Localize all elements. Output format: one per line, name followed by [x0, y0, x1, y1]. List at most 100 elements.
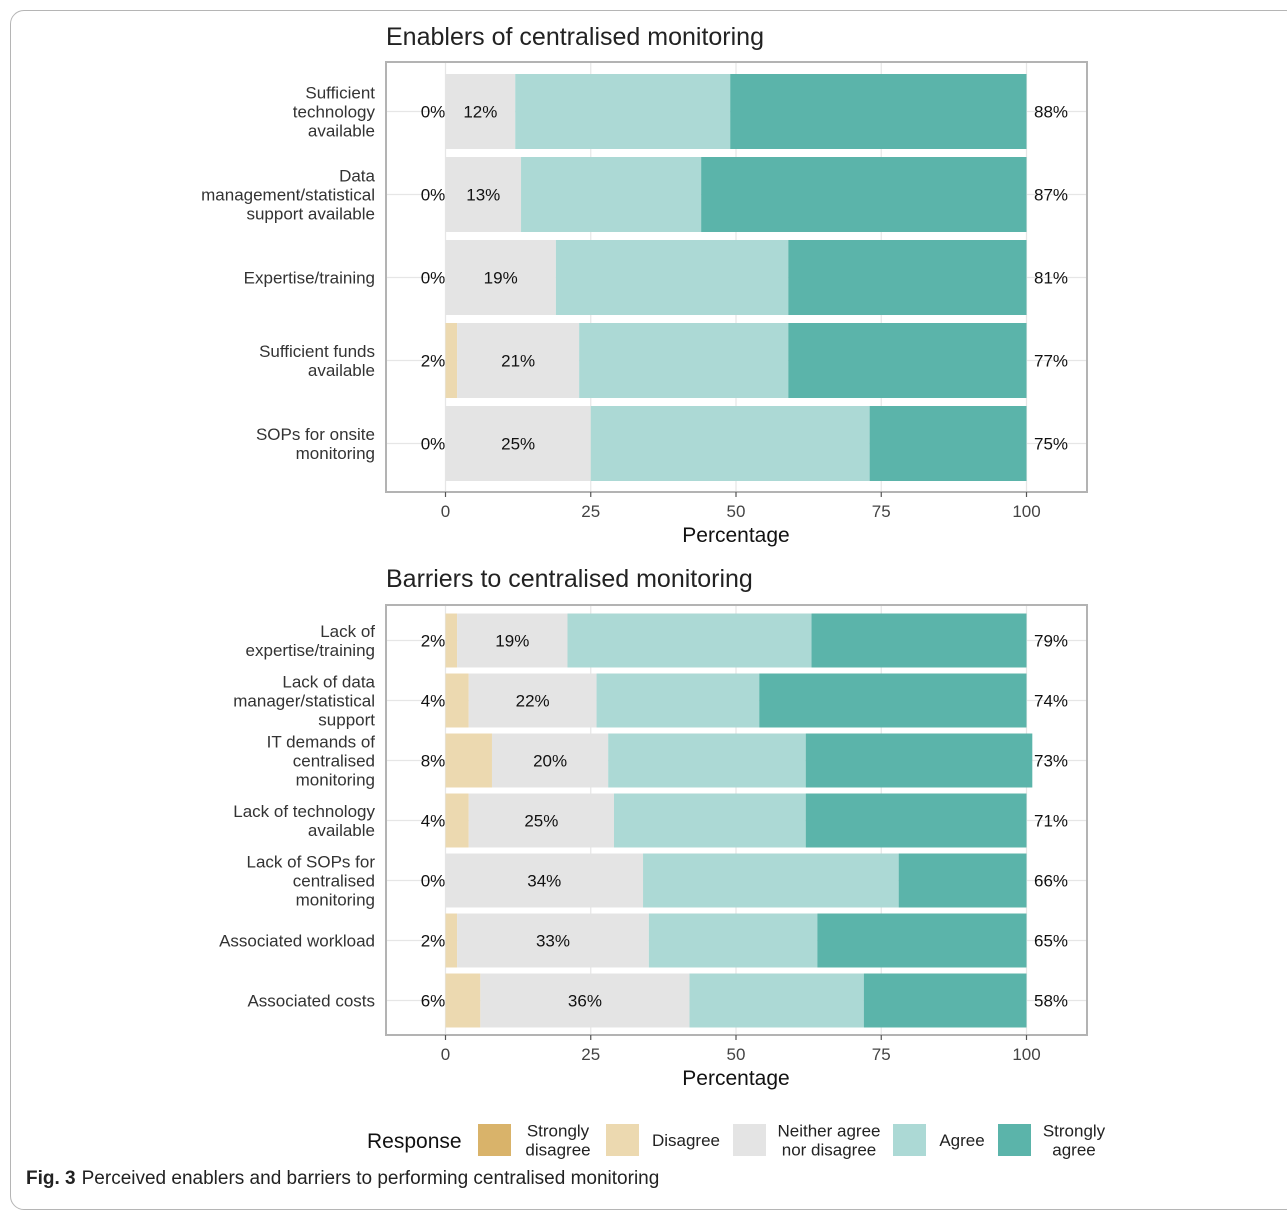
chart2-category-label: available: [308, 821, 375, 840]
legend-key: [998, 1124, 1031, 1156]
chart1-center-label: 21%: [501, 352, 535, 371]
chart2-tick-label: 50: [727, 1045, 746, 1064]
chart1-bar-segment: [445, 157, 522, 232]
chart2-left-label: 4%: [421, 812, 446, 831]
chart2-bar-segment: [457, 613, 568, 668]
chart1-left-label: 2%: [421, 352, 446, 371]
chart2-right-label: 71%: [1034, 812, 1068, 831]
chart2-tick-label: 0: [441, 1045, 450, 1064]
chart1-left-label: 0%: [421, 103, 446, 122]
legend-label: nor disagree: [782, 1141, 877, 1160]
chart2-left-label: 2%: [421, 632, 446, 651]
chart2-bar-segment: [898, 853, 1027, 908]
chart2-bar-segment: [445, 853, 644, 908]
chart1-category-label: available: [308, 122, 375, 141]
chart2-bar-segment: [613, 793, 806, 848]
chart1-tick-label: 25: [581, 502, 600, 521]
chart1-bar-segment: [555, 240, 789, 315]
chart1-bar-segment: [445, 240, 556, 315]
chart1-tick-label: 0: [441, 502, 450, 521]
chart1-center-label: 25%: [501, 435, 535, 454]
chart2-bar-segment: [445, 733, 492, 788]
chart2-left-label: 0%: [421, 872, 446, 891]
chart1-category-label: monitoring: [296, 444, 375, 463]
chart2-center-label: 22%: [516, 692, 550, 711]
chart2-bar-segment: [643, 853, 899, 908]
chart2-right-label: 66%: [1034, 872, 1068, 891]
chart2-tick-label: 75: [872, 1045, 891, 1064]
legend-key: [478, 1124, 511, 1156]
chart2-tick-label: 100: [1012, 1045, 1040, 1064]
legend-label: agree: [1052, 1141, 1095, 1160]
chart2-center-label: 33%: [536, 932, 570, 951]
chart1-center-label: 19%: [484, 269, 518, 288]
chart1-category-label: SOPs for onsite: [256, 425, 375, 444]
chart2-bar-segment: [445, 973, 481, 1028]
chart2-left-label: 2%: [421, 932, 446, 951]
legend-key: [893, 1124, 926, 1156]
chart2-right-label: 74%: [1034, 692, 1068, 711]
chart1-center-label: 13%: [466, 186, 500, 205]
chart2-left-label: 6%: [421, 992, 446, 1011]
chart2-bar-segment: [480, 973, 690, 1028]
chart2-category-label: support: [318, 711, 375, 730]
chart2-category-label: expertise/training: [246, 641, 375, 660]
chart1-bar-segment: [457, 323, 580, 398]
chart2-bar-segment: [689, 973, 864, 1028]
chart2-right-label: 65%: [1034, 932, 1068, 951]
chart2-tick-label: 25: [581, 1045, 600, 1064]
chart1-bar-segment: [730, 74, 1027, 149]
chart2-right-label: 79%: [1034, 632, 1068, 651]
chart2-bar-segment: [805, 733, 1033, 788]
chart2-xlabel: Percentage: [682, 1067, 789, 1090]
chart2-left-label: 8%: [421, 752, 446, 771]
chart2-center-label: 20%: [533, 752, 567, 771]
chart2-title: Barriers to centralised monitoring: [386, 565, 753, 593]
chart1-bar-segment: [515, 74, 731, 149]
chart1-bar-segment: [701, 157, 1027, 232]
chart2-bar-segment: [445, 613, 458, 668]
chart1-category-label: Sufficient funds: [259, 342, 375, 361]
chart1-bar-segment: [590, 406, 870, 481]
chart2-bar-segment: [468, 793, 614, 848]
caption-text: Perceived enablers and barriers to perfo…: [81, 1168, 660, 1189]
chart2-center-label: 36%: [568, 992, 602, 1011]
legend-key: [606, 1124, 639, 1156]
chart1-bar-segment: [579, 323, 789, 398]
chart2-bar-segment: [567, 613, 812, 668]
chart1-category-label: Sufficient: [305, 84, 375, 103]
chart2-bar-segment: [445, 673, 469, 728]
legend-label: disagree: [525, 1141, 590, 1160]
chart2-left-label: 4%: [421, 692, 446, 711]
chart1-left-label: 0%: [421, 435, 446, 454]
chart2-bar-segment: [491, 733, 609, 788]
chart2-category-label: centralised: [293, 872, 375, 891]
chart1-category-label: Expertise/training: [244, 269, 375, 288]
chart1-right-label: 77%: [1034, 352, 1068, 371]
chart2-bar-segment: [445, 913, 458, 968]
chart2-right-label: 58%: [1034, 992, 1068, 1011]
legend-label: Strongly: [1043, 1122, 1106, 1141]
chart1-right-label: 87%: [1034, 186, 1068, 205]
legend-title: Response: [367, 1130, 462, 1153]
chart2-right-label: 73%: [1034, 752, 1068, 771]
chart2-bar-segment: [648, 913, 818, 968]
chart1-tick-label: 50: [727, 502, 746, 521]
chart1-tick-label: 75: [872, 502, 891, 521]
chart1-bar-segment: [445, 74, 516, 149]
legend-key: [733, 1124, 766, 1156]
chart2-bar-segment: [457, 913, 649, 968]
chart2-category-label: Associated workload: [219, 932, 375, 951]
chart1-right-label: 81%: [1034, 269, 1068, 288]
chart2-category-label: IT demands of: [267, 733, 376, 752]
chart2-bar-segment: [817, 913, 1027, 968]
chart1-xlabel: Percentage: [682, 524, 789, 547]
chart1-tick-label: 100: [1012, 502, 1040, 521]
chart1-bar-segment: [788, 240, 1027, 315]
chart1-bar-segment: [445, 323, 458, 398]
chart2-category-label: centralised: [293, 752, 375, 771]
chart1-title: Enablers of centralised monitoring: [386, 23, 764, 51]
legend-label: Agree: [939, 1131, 984, 1150]
chart1-category-label: management/statistical: [201, 186, 375, 205]
